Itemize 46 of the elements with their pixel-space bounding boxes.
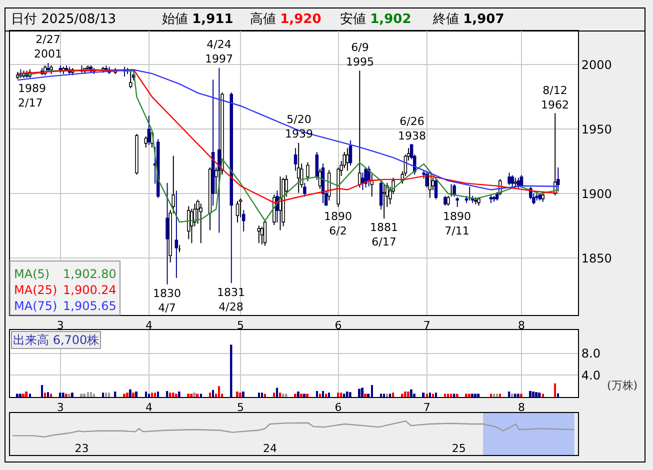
- annotation: 5/20 1939: [285, 113, 313, 140]
- x-tick-label: 8: [518, 401, 526, 414]
- annotation: 1831 4/28: [217, 286, 245, 314]
- annotation: 1890 6/2: [324, 210, 352, 238]
- text: 高値 1,920: [250, 11, 322, 27]
- x-tick-label: 25: [452, 442, 466, 455]
- x-tick-label: 7: [423, 319, 430, 332]
- text: 終値 1,907: [432, 12, 504, 27]
- y-tick-label: 8.0: [581, 346, 600, 361]
- x-tick-label: 7: [423, 401, 430, 414]
- chart-title: 日付 2025/08/13: [11, 12, 116, 27]
- annotation: 6/9 1995: [346, 41, 374, 68]
- y-tick-label: 2000: [581, 58, 612, 72]
- annotation: 4/24 1997: [205, 38, 233, 66]
- y-tick-label: 1950: [581, 122, 612, 136]
- x-tick-label: 4: [145, 319, 152, 332]
- annotation: 8/12 1962: [541, 84, 569, 112]
- text: MA(5): [14, 267, 50, 281]
- text: MA(25): [14, 283, 58, 297]
- text: MA(75): [14, 299, 58, 313]
- x-tick-label: 3: [56, 401, 64, 414]
- chart-title: 出来高 6,700株: [13, 333, 100, 347]
- x-tick-label: 5: [237, 319, 244, 332]
- text: 安値 1,902: [340, 11, 412, 27]
- x-tick-label: 6: [334, 401, 342, 414]
- annotation: 1,905.65: [63, 299, 116, 313]
- y-tick-label: 1900: [581, 186, 612, 201]
- x-tick-label: 6: [334, 319, 342, 332]
- x-tick-label: 23: [74, 442, 89, 455]
- x-tick-label: 3: [56, 319, 64, 332]
- y-tick-label: 1850: [581, 251, 612, 266]
- annotation: 1,902.80: [63, 267, 116, 281]
- x-tick-label: 4: [145, 401, 152, 414]
- annotation: 1,900.24: [63, 283, 116, 297]
- text: 始値 1,911: [162, 12, 234, 27]
- annotation: 2/27 2001: [34, 33, 62, 60]
- annotation: 6/26 1938: [398, 115, 426, 142]
- annotation: 1989 2/17: [18, 82, 46, 110]
- y-tick-label: 4.0: [581, 368, 600, 382]
- annotation: 1890 7/11: [443, 210, 471, 238]
- x-tick-label: 24: [263, 442, 278, 455]
- y-axis-title: (万株): [607, 379, 638, 392]
- x-tick-label: 8: [518, 319, 526, 332]
- annotation: 1881 6/17: [370, 221, 398, 248]
- annotation: 1830 4/7: [153, 287, 181, 314]
- x-tick-label: 5: [237, 401, 244, 414]
